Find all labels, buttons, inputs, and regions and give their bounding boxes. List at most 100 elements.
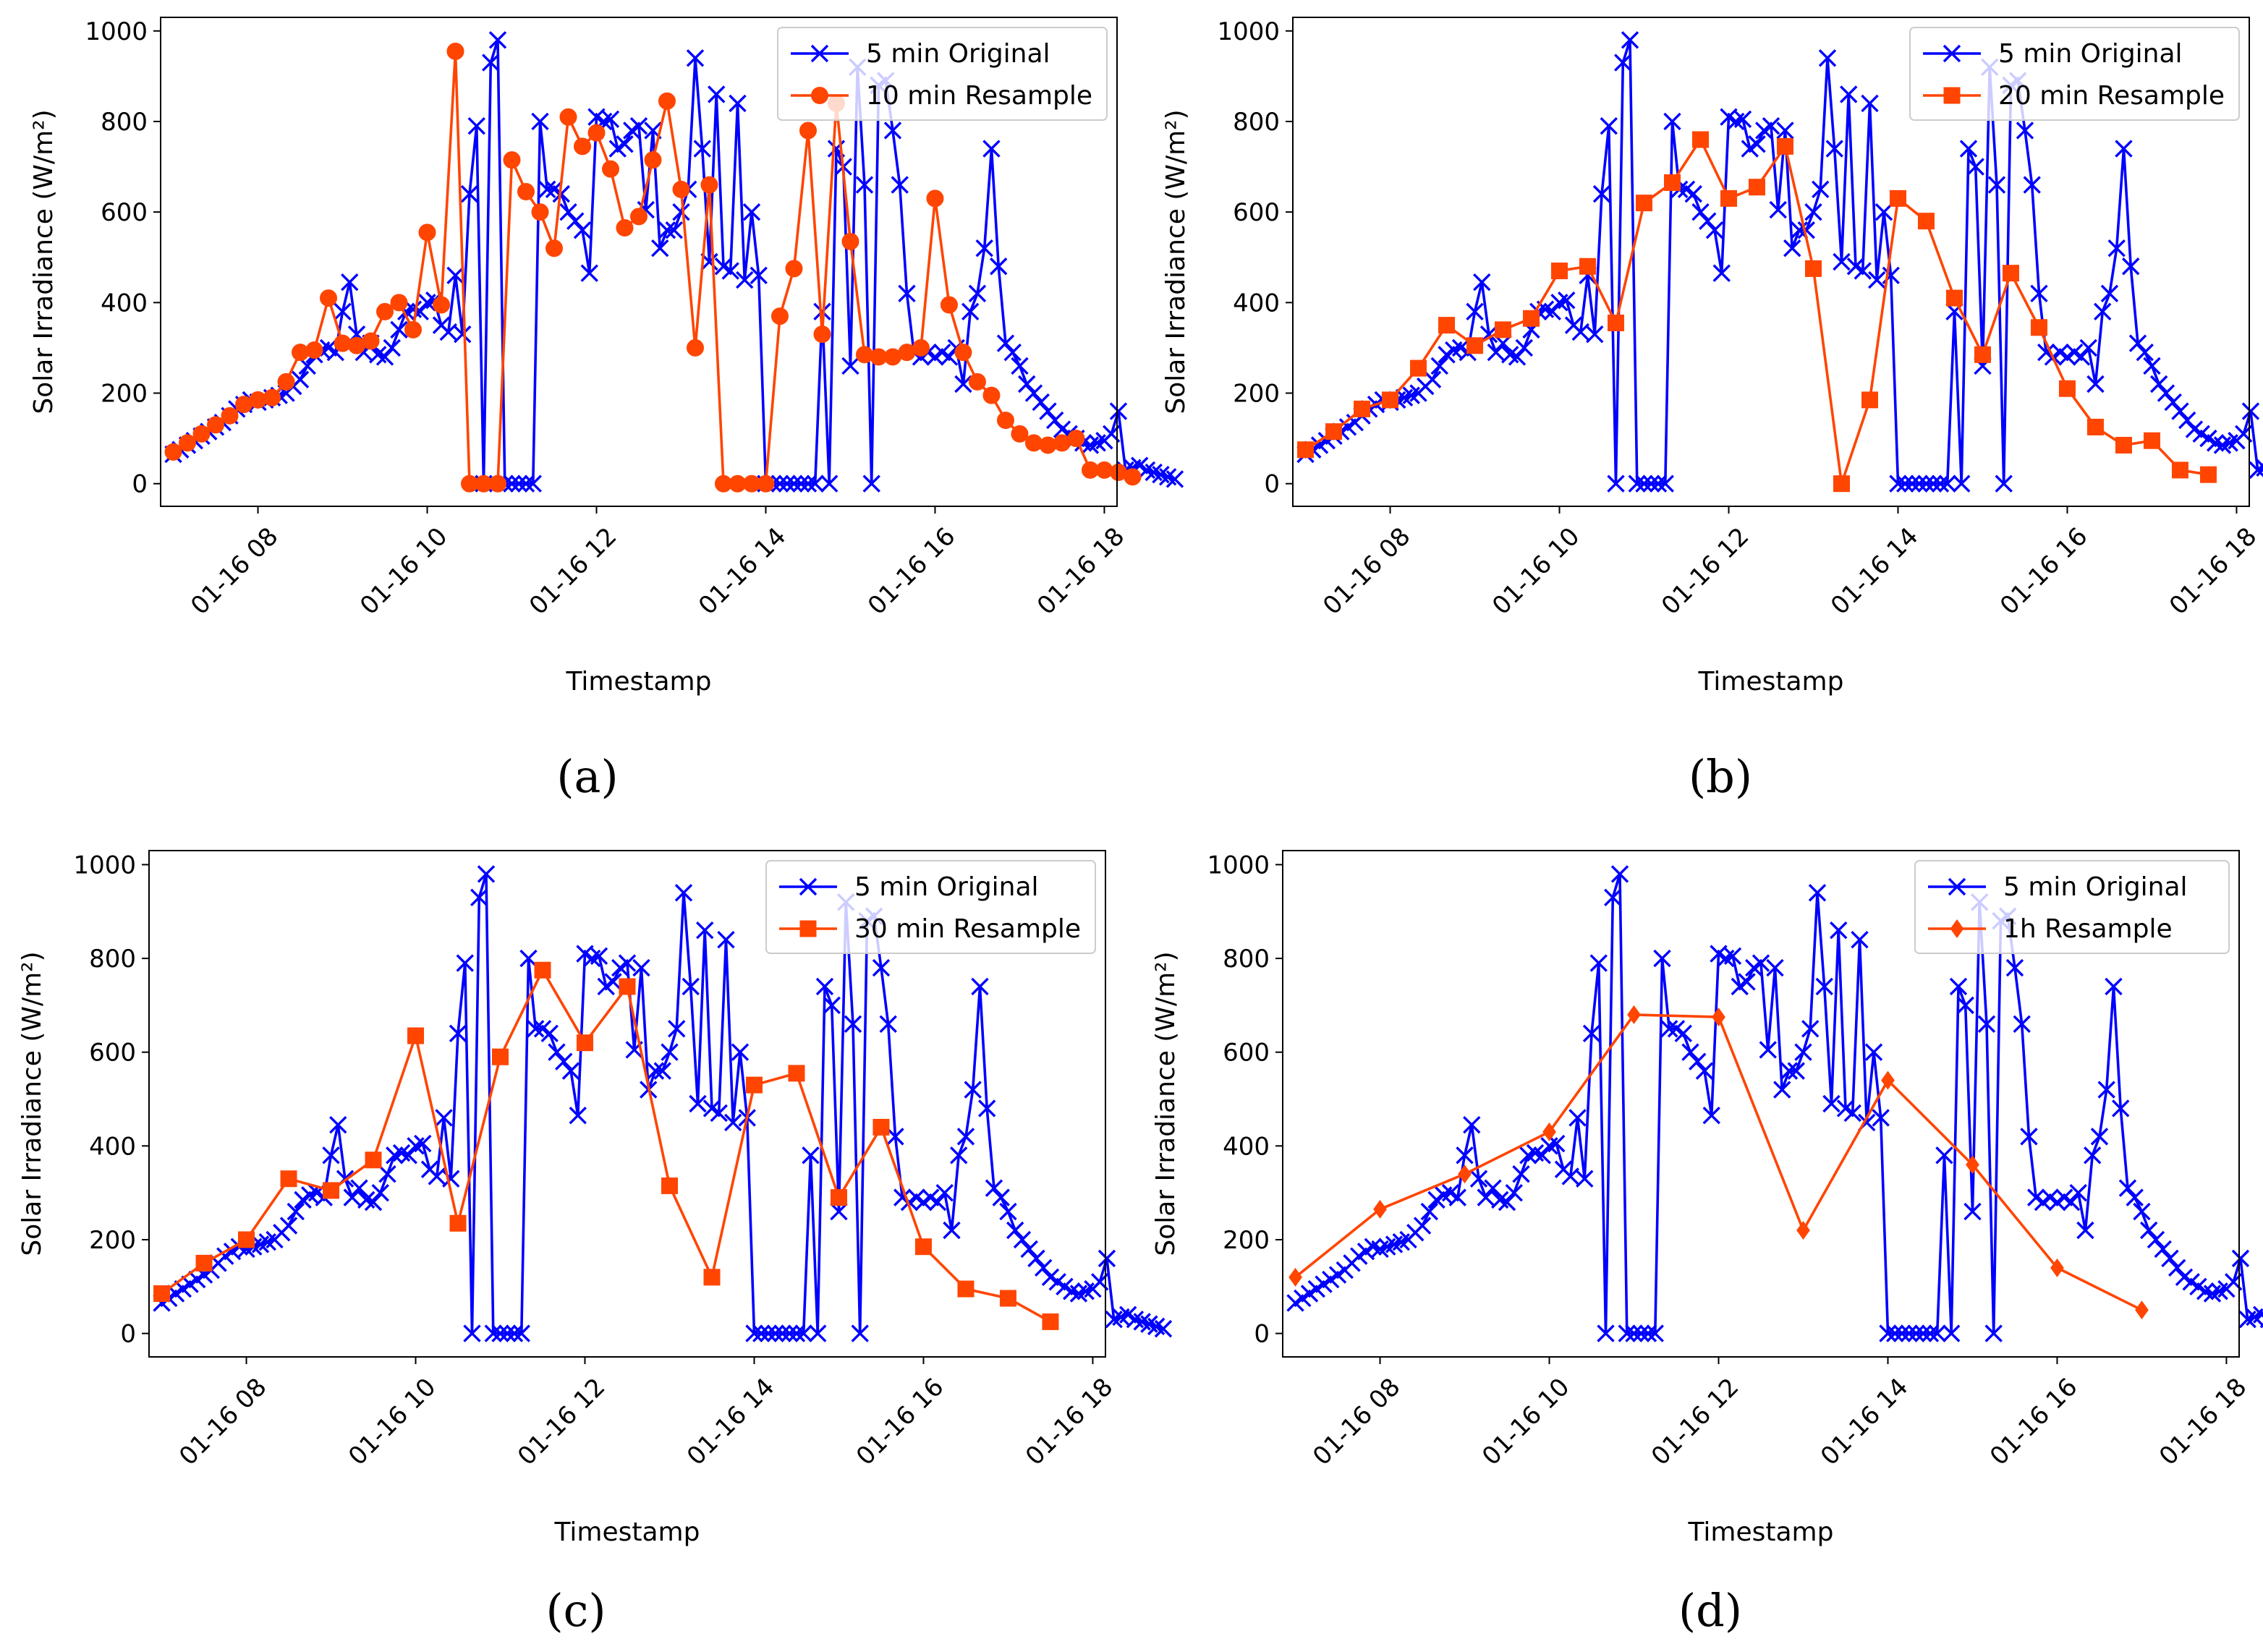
y-tick-label: 600 xyxy=(1233,198,1280,227)
data-point xyxy=(1003,343,1022,362)
data-point xyxy=(1695,1062,1714,1080)
data-point xyxy=(778,474,796,493)
data-point xyxy=(517,474,535,493)
data-point xyxy=(1013,1230,1032,1249)
data-point xyxy=(1020,1240,1038,1259)
data-point xyxy=(390,294,408,312)
data-point xyxy=(1674,1024,1692,1042)
data-point xyxy=(1851,930,1869,949)
data-point xyxy=(1067,430,1085,448)
data-point xyxy=(1430,357,1448,375)
legend-marker xyxy=(811,87,828,104)
data-point xyxy=(990,257,1008,276)
data-point xyxy=(519,949,538,968)
data-point xyxy=(770,307,789,325)
data-point xyxy=(886,1128,904,1146)
data-point xyxy=(1154,1319,1173,1338)
data-point xyxy=(957,1280,975,1298)
axes-frame xyxy=(148,850,1106,1358)
x-axis-label: Timestamp xyxy=(566,667,712,697)
data-point xyxy=(630,208,648,226)
data-point xyxy=(686,49,705,67)
data-point xyxy=(1748,135,1766,153)
data-point xyxy=(1812,180,1830,199)
data-point xyxy=(891,176,909,194)
data-point xyxy=(1505,1183,1523,1202)
panel-caption: (a) xyxy=(556,750,618,803)
data-point xyxy=(978,1099,996,1117)
legend-label: 5 min Original xyxy=(1998,39,2183,69)
data-point xyxy=(616,219,634,237)
data-point xyxy=(1825,140,1843,158)
data-point xyxy=(770,474,789,493)
data-point xyxy=(1551,263,1568,280)
data-point xyxy=(460,184,479,203)
data-point xyxy=(2157,384,2175,402)
data-point xyxy=(794,1324,812,1342)
y-tick-label: 800 xyxy=(1223,945,1270,974)
data-point xyxy=(399,1146,417,1165)
data-point xyxy=(682,977,700,996)
data-point xyxy=(1833,475,1850,493)
data-point xyxy=(841,357,859,375)
data-point xyxy=(343,1188,361,1206)
data-point xyxy=(2143,357,2161,375)
data-point xyxy=(1663,112,1681,131)
data-point xyxy=(1410,359,1427,377)
data-point xyxy=(418,223,436,242)
data-point xyxy=(964,1081,982,1099)
data-point xyxy=(1495,321,1512,339)
data-point xyxy=(1681,1043,1699,1061)
data-point xyxy=(968,372,986,391)
data-point xyxy=(651,239,669,257)
data-point xyxy=(1035,1259,1053,1277)
data-point xyxy=(2086,375,2105,393)
data-point xyxy=(1804,203,1822,221)
data-point xyxy=(555,1052,573,1070)
legend: 5 min Original 20 min Resample xyxy=(1909,27,2240,121)
data-point xyxy=(1498,1193,1516,1212)
data-point xyxy=(1720,190,1738,207)
y-axis-label: Solar Irradiance (W/m²) xyxy=(1151,951,1181,1256)
data-point xyxy=(1903,474,1922,493)
data-point xyxy=(1604,888,1622,907)
y-tick-label: 200 xyxy=(89,1226,136,1255)
data-point xyxy=(700,176,718,194)
data-point xyxy=(456,954,474,972)
y-tick-label: 1000 xyxy=(73,851,136,880)
data-point xyxy=(371,1183,389,1202)
data-point xyxy=(982,386,1001,404)
data-point xyxy=(449,1024,467,1042)
data-point xyxy=(2062,1193,2081,1212)
x-axis-label: Timestamp xyxy=(1688,1517,1834,1547)
data-point xyxy=(2030,319,2047,336)
data-point xyxy=(378,1165,396,1183)
data-point xyxy=(433,296,451,314)
data-point xyxy=(559,203,577,221)
data-point xyxy=(1542,1122,1556,1141)
data-point xyxy=(999,1290,1016,1307)
data-point xyxy=(559,108,577,126)
data-point xyxy=(1124,468,1142,486)
data-point xyxy=(329,1115,347,1134)
data-point xyxy=(872,958,891,977)
data-point xyxy=(820,474,838,493)
data-point xyxy=(928,1193,947,1212)
legend-label: 30 min Resample xyxy=(854,914,1081,944)
data-point xyxy=(1769,200,1787,219)
data-point xyxy=(1515,339,1533,357)
data-point xyxy=(1808,884,1827,902)
data-point xyxy=(1600,117,1618,135)
data-point xyxy=(668,1020,686,1038)
y-tick-label: 0 xyxy=(1264,470,1280,499)
y-axis-label: Solar Irradiance (W/m²) xyxy=(1161,109,1191,414)
data-point xyxy=(510,474,528,493)
data-point xyxy=(731,1043,750,1061)
data-point xyxy=(2199,466,2217,483)
data-point xyxy=(512,1324,530,1342)
data-point xyxy=(787,1324,806,1342)
data-point xyxy=(305,341,323,359)
data-point xyxy=(971,977,989,996)
data-point xyxy=(320,289,338,307)
series-line xyxy=(161,968,1051,1323)
